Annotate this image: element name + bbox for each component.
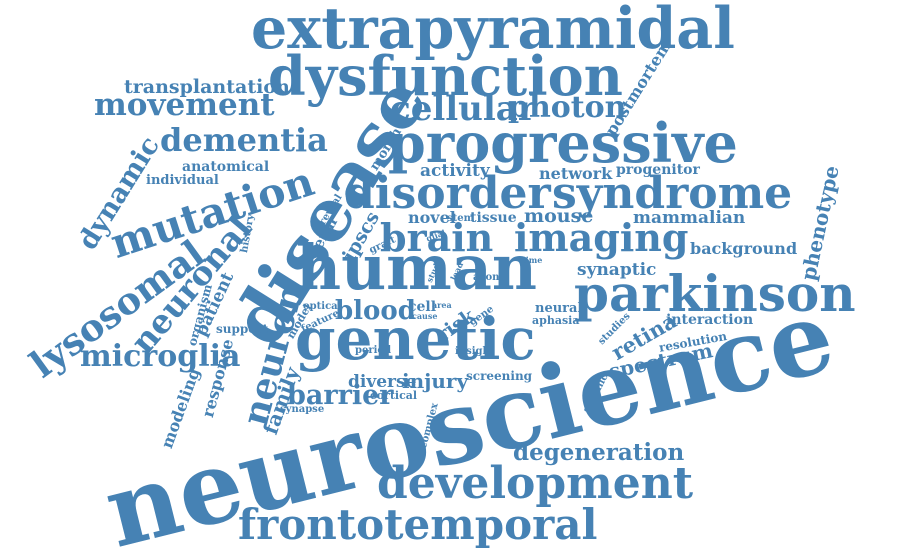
word-axon: axon: [473, 272, 500, 283]
word-genetic: genetic: [295, 305, 536, 373]
word-individual: individual: [146, 173, 219, 188]
word-transplantation: transplantation: [124, 76, 290, 98]
word-movement: movement: [94, 87, 275, 123]
word-cellular: cellular: [390, 89, 536, 129]
word-injury: injury: [402, 369, 469, 393]
word-interaction: interaction: [666, 312, 754, 328]
word-background: background: [690, 239, 798, 258]
word-aphasia: aphasia: [532, 314, 580, 327]
word-support: support: [216, 322, 269, 336]
word-activity: activity: [420, 161, 490, 181]
word-extrapyramidal: extrapyramidal: [251, 0, 735, 62]
word-development: development: [377, 458, 694, 509]
word-barrier: barrier: [287, 380, 394, 411]
word-network: network: [539, 164, 613, 183]
word-syndrome: syndrome: [552, 168, 793, 219]
word-microglia: microglia: [80, 339, 241, 374]
word-dysfunction: dysfunction: [268, 44, 623, 108]
word-mammalian: mammalian: [633, 208, 746, 228]
word-neural: neural: [535, 301, 583, 316]
word-synapse: synapse: [280, 404, 325, 415]
word-dementia: dementia: [160, 121, 328, 159]
word-synaptic: synaptic: [577, 260, 657, 280]
word-cause: cause: [412, 311, 438, 321]
word-photon: photon: [508, 90, 627, 125]
word-screening: screening: [466, 369, 533, 383]
word-area: area: [432, 300, 452, 310]
word-tissue: tissue: [470, 210, 517, 226]
word-brain: brain: [380, 215, 494, 260]
word-degeneration: degeneration: [513, 439, 685, 466]
word-time: time: [522, 255, 543, 265]
word-diverse: diverse: [348, 372, 417, 392]
word-anatomical: anatomical: [182, 159, 270, 175]
word-optical: optical: [303, 301, 342, 312]
word-imaging: imaging: [514, 215, 689, 260]
word-blood: blood: [335, 296, 416, 326]
word-parkinson: parkinson: [574, 264, 856, 323]
word-stem: stem: [447, 213, 475, 224]
word-cortical: cortical: [370, 389, 418, 402]
word-frontotemporal: frontotemporal: [238, 500, 598, 549]
word-progenitor: progenitor: [616, 162, 700, 178]
word-mouse: mouse: [524, 205, 594, 227]
word-disorder: disorder: [344, 168, 551, 219]
word-cell: cell: [408, 299, 437, 315]
word-human: human: [296, 231, 538, 304]
word-progressive: progressive: [388, 111, 738, 175]
word-period: period: [355, 345, 392, 356]
word-novel: novel: [408, 208, 456, 227]
word-insight: insight: [455, 346, 495, 357]
